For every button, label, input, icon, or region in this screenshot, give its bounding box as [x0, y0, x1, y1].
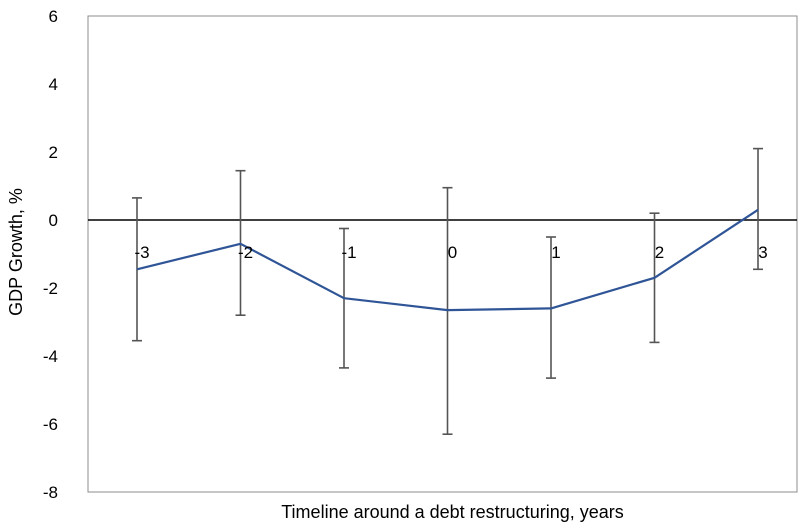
plot-area-frame	[87, 15, 798, 493]
x-tick-label: -2	[238, 243, 253, 262]
y-tick-label: 2	[49, 143, 58, 162]
y-tick-label: 4	[49, 75, 58, 94]
y-tick-label: -6	[43, 415, 58, 434]
y-tick-label: -2	[43, 279, 58, 298]
x-tick-label: -3	[134, 243, 149, 262]
x-tick-label: 3	[758, 243, 767, 262]
x-tick-label: 0	[448, 243, 457, 262]
x-tick-label: 1	[551, 243, 560, 262]
y-axis-tick-labels: 6 4 2 0 -2 -4 -6 -8	[43, 7, 58, 502]
x-axis-tick-labels: -3 -2 -1 0 1 2 3	[134, 243, 767, 262]
x-tick-label: -1	[341, 243, 356, 262]
gdp-growth-series-line	[136, 208, 759, 312]
x-axis-title: Timeline around a debt restructuring, ye…	[281, 502, 624, 522]
y-axis-title: GDP Growth, %	[6, 188, 26, 316]
x-tick-label: 2	[655, 243, 664, 262]
y-tick-label: -4	[43, 347, 58, 366]
y-tick-label: 6	[49, 7, 58, 26]
y-tick-label: -8	[43, 483, 58, 502]
error-bar	[753, 147, 763, 271]
y-tick-label: 0	[49, 211, 58, 230]
